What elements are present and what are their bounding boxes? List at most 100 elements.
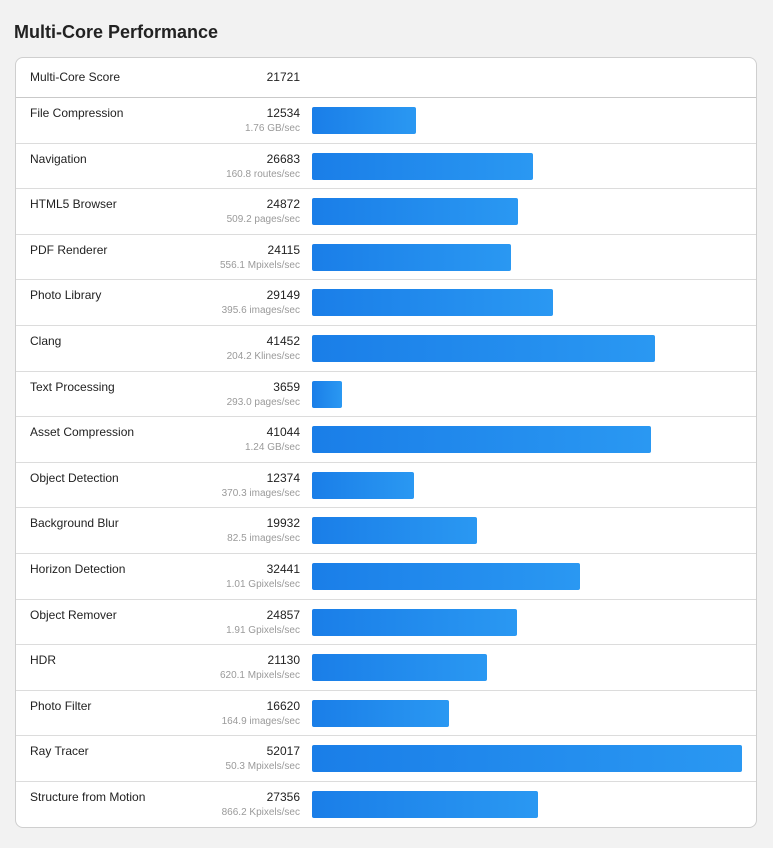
table-row: Ray Tracer 52017 50.3 Mpixels/sec xyxy=(16,736,756,782)
test-score: 41044 xyxy=(266,425,300,440)
test-name: File Compression xyxy=(30,106,124,120)
table-row: Photo Library 29149 395.6 images/sec xyxy=(16,280,756,326)
score-bar xyxy=(312,426,652,454)
test-score: 32441 xyxy=(266,561,300,576)
score-bar xyxy=(312,471,415,499)
test-name: Horizon Detection xyxy=(30,561,126,576)
table-row: Object Remover 24857 1.91 Gpixels/sec xyxy=(16,600,756,646)
test-score: 29149 xyxy=(266,288,300,303)
test-score: 27356 xyxy=(266,789,300,804)
test-score: 26683 xyxy=(266,151,300,166)
test-score: 12534 xyxy=(266,106,300,120)
table-row: Photo Filter 16620 164.9 images/sec xyxy=(16,691,756,737)
test-rows: File Compression 12534 1.76 GB/sec Navigati… xyxy=(16,98,756,827)
test-score: 3659 xyxy=(273,379,300,394)
test-rate: 370.3 images/sec xyxy=(221,487,300,499)
bar-track xyxy=(312,152,742,180)
table-row: Navigation 26683 160.8 routes/sec xyxy=(16,144,756,190)
table-row: Clang 41452 204.2 Klines/sec xyxy=(16,326,756,372)
test-score: 41452 xyxy=(266,333,300,348)
test-name: Text Processing xyxy=(30,379,115,394)
score-bar xyxy=(312,243,512,271)
test-score: 52017 xyxy=(266,744,300,759)
test-name: Navigation xyxy=(30,151,87,166)
test-rate: 866.2 Kpixels/sec xyxy=(221,806,300,818)
bar-track xyxy=(312,334,742,362)
bar-track xyxy=(312,608,742,636)
score-bar xyxy=(312,745,742,773)
bar-track xyxy=(312,745,742,773)
score-bar xyxy=(312,334,655,362)
table-row: Structure from Motion 27356 866.2 Kpixels/… xyxy=(16,782,756,827)
test-name: Photo Filter xyxy=(30,698,92,713)
test-name: Object Remover xyxy=(30,607,117,622)
test-rate: 82.5 images/sec xyxy=(227,533,300,545)
test-rate: 395.6 images/sec xyxy=(221,305,300,317)
table-row: Object Detection 12374 370.3 images/sec xyxy=(16,463,756,509)
test-rate: 293.0 pages/sec xyxy=(226,396,300,408)
page-title: Multi-Core Performance xyxy=(14,22,219,42)
score-bar xyxy=(312,790,539,818)
summary-row: Multi-Core Score 21721 xyxy=(16,58,756,98)
bar-track xyxy=(312,107,742,134)
bar-track xyxy=(312,562,742,590)
test-name: Photo Library xyxy=(30,288,102,303)
bar-track xyxy=(312,198,742,226)
bar-track xyxy=(312,654,742,682)
test-name: Background Blur xyxy=(30,516,119,531)
test-score: 12374 xyxy=(266,470,300,485)
test-rate: 160.8 routes/sec xyxy=(226,168,300,180)
results-table: Multi-Core Score 21721 File Compression 1… xyxy=(15,57,757,828)
test-name: PDF Renderer xyxy=(30,242,108,257)
bar-track xyxy=(312,380,742,408)
test-score: 16620 xyxy=(266,698,300,713)
test-rate: 620.1 Mpixels/sec xyxy=(219,670,300,682)
test-rate: 164.9 images/sec xyxy=(221,715,300,727)
test-score: 19932 xyxy=(266,516,300,531)
bar-track xyxy=(312,517,742,545)
score-bar xyxy=(312,289,553,317)
test-rate: 1.01 Gpixels/sec xyxy=(226,578,300,590)
test-rate: 1.76 GB/sec xyxy=(244,123,300,134)
score-bar xyxy=(312,107,416,134)
bar-track xyxy=(312,790,742,818)
table-row: Asset Compression 41044 1.24 GB/sec xyxy=(16,417,756,463)
bar-track xyxy=(312,471,742,499)
score-bar xyxy=(312,608,518,636)
test-score: 24115 xyxy=(267,242,300,257)
summary-label: Multi-Core Score xyxy=(30,70,121,84)
test-name: Structure from Motion xyxy=(30,789,146,804)
test-name: Ray Tracer xyxy=(30,744,89,759)
table-row: Background Blur 19932 82.5 images/sec xyxy=(16,508,756,554)
test-rate: 204.2 Klines/sec xyxy=(226,350,300,362)
bar-track xyxy=(312,426,742,454)
test-name: HDR xyxy=(30,653,56,668)
bar-track xyxy=(312,699,742,727)
table-row: File Compression 12534 1.76 GB/sec xyxy=(16,98,756,144)
table-row: HDR 21130 620.1 Mpixels/sec xyxy=(16,645,756,691)
test-rate: 509.2 pages/sec xyxy=(226,214,300,226)
summary-score: 21721 xyxy=(266,70,300,84)
test-rate: 50.3 Mpixels/sec xyxy=(225,761,300,773)
test-score: 24872 xyxy=(266,197,300,212)
bar-track xyxy=(312,289,742,317)
table-row: Horizon Detection 32441 1.01 Gpixels/sec xyxy=(16,554,756,600)
bar-track xyxy=(312,243,742,271)
score-bar xyxy=(312,517,477,545)
test-rate: 556.1 Mpixels/sec xyxy=(219,259,300,271)
test-rate: 1.91 Gpixels/sec xyxy=(226,624,300,636)
test-score: 21130 xyxy=(267,653,300,668)
test-rate: 1.24 GB/sec xyxy=(244,442,300,454)
score-bar xyxy=(312,380,343,408)
test-name: Asset Compression xyxy=(30,425,135,440)
test-name: Clang xyxy=(30,333,62,348)
score-bar xyxy=(312,152,533,180)
test-name: Object Detection xyxy=(30,470,119,485)
test-score: 24857 xyxy=(266,607,300,622)
score-bar xyxy=(312,562,581,590)
table-row: HTML5 Browser 24872 509.2 pages/sec xyxy=(16,189,756,235)
score-bar xyxy=(312,654,487,682)
test-name: HTML5 Browser xyxy=(30,197,117,212)
score-bar xyxy=(312,198,518,226)
table-row: Text Processing 3659 293.0 pages/sec xyxy=(16,372,756,418)
